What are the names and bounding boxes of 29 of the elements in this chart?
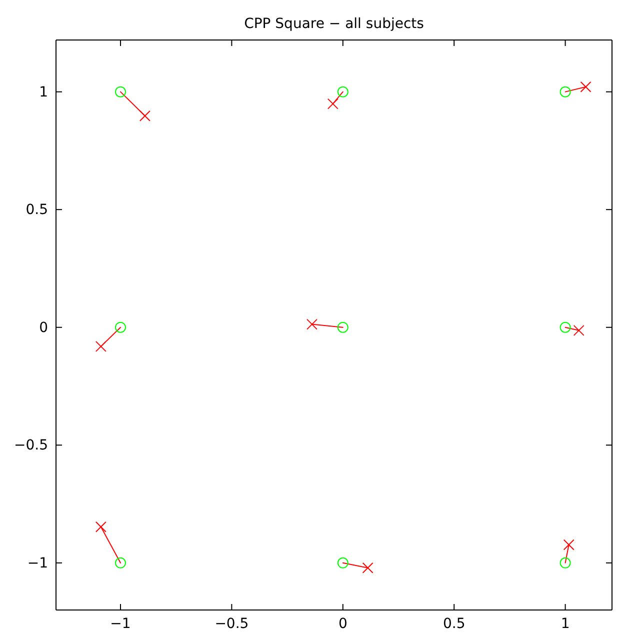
point [580, 81, 592, 92]
point [139, 110, 150, 122]
y-tick-label: −0.5 [14, 438, 48, 454]
point [95, 340, 106, 352]
x-tick-label: 0 [338, 616, 348, 632]
point [306, 318, 318, 330]
y-tick-label: 1 [39, 84, 48, 100]
x-tick-label: 1 [560, 616, 570, 632]
point [95, 521, 106, 532]
y-tick-label: −1 [27, 555, 48, 572]
point [327, 98, 338, 110]
point [563, 539, 574, 550]
point [114, 86, 126, 98]
x-tick-label: −1 [110, 616, 131, 632]
point [337, 322, 348, 333]
point [114, 557, 126, 568]
y-tick-label: 0.5 [26, 202, 48, 218]
point [560, 322, 571, 333]
x-tick-label: 0.5 [442, 616, 466, 632]
point [337, 557, 348, 568]
chart-title: CPP Square − all subjects [244, 16, 424, 32]
point [560, 86, 571, 98]
point [114, 322, 126, 333]
y-tick-label: 0 [39, 320, 48, 336]
point [560, 557, 571, 568]
point [362, 562, 374, 574]
point [573, 324, 584, 336]
point [337, 86, 348, 98]
x-tick-label: −0.5 [214, 616, 249, 632]
